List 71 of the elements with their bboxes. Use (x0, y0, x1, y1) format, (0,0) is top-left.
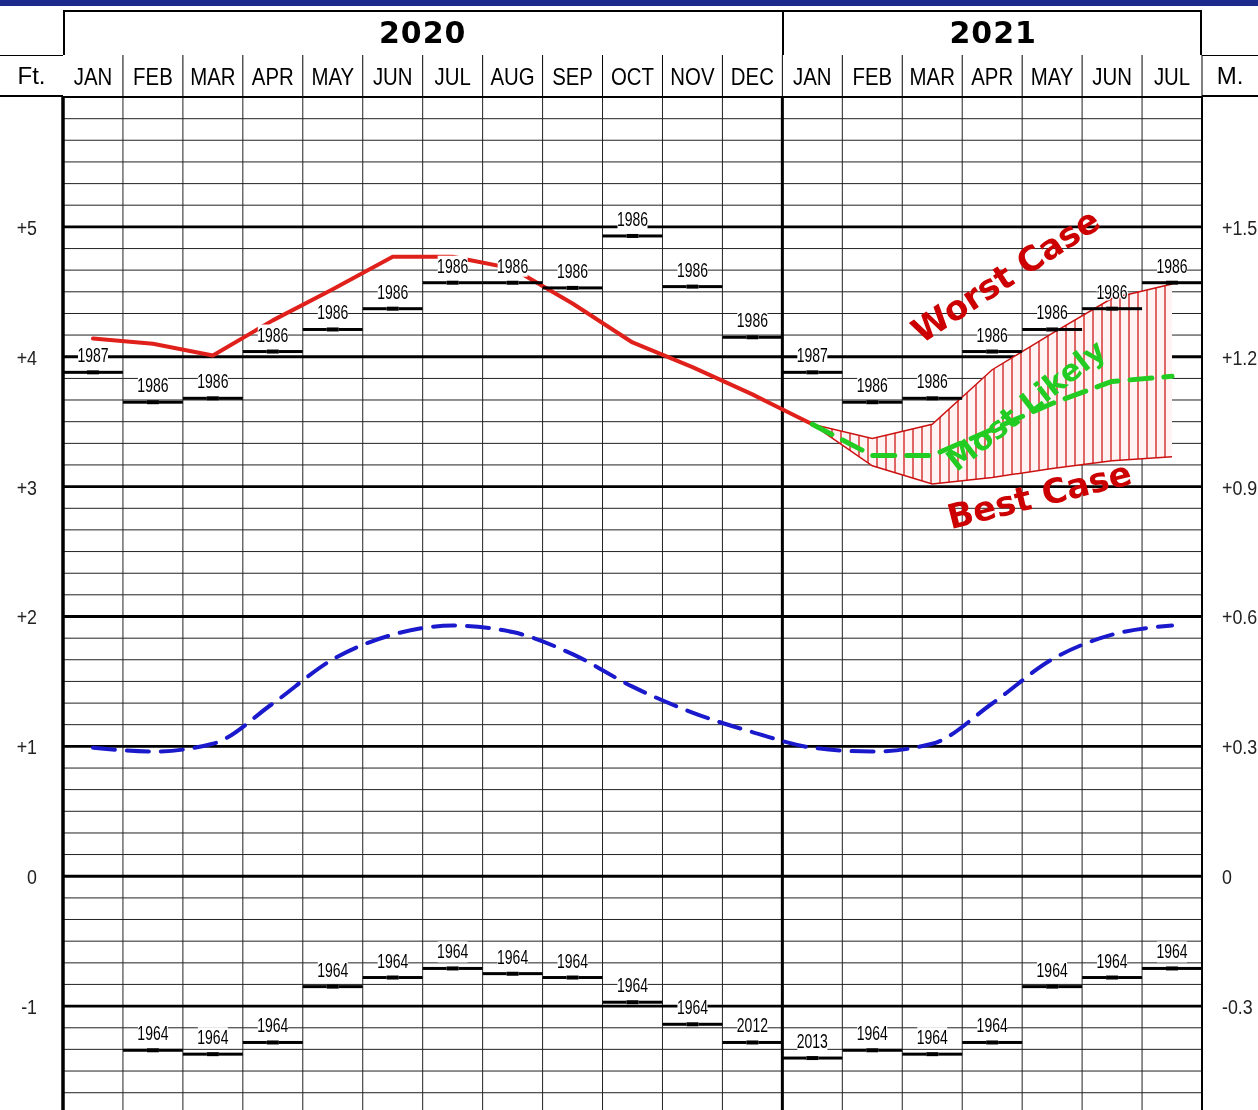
annotation: 1987 (77, 343, 109, 367)
x-tick-label: JAN (793, 63, 832, 91)
annotation: 1986 (916, 369, 948, 393)
annotation: 1964 (137, 1021, 169, 1045)
x-tick-label: FEB (852, 63, 893, 91)
annotation: 1986 (1036, 300, 1068, 325)
x-tick-label: MAR (909, 63, 955, 91)
annotation: 1986 (317, 300, 349, 325)
annotation: 1964 (1096, 948, 1128, 973)
y-tick-label: -1 (21, 994, 37, 1019)
annotation: 1964 (1156, 939, 1188, 964)
text: 2021 (782, 10, 1202, 55)
x-tick-label: OCT (610, 63, 655, 91)
x-tick-label: MAY (311, 63, 355, 91)
y2-tick-label: 0 (1222, 864, 1233, 889)
x-tick-label: APR (971, 63, 1014, 91)
annotation: 1987 (796, 343, 828, 367)
annotation: 1964 (916, 1025, 949, 1049)
x-tick-label: JUN (372, 63, 413, 91)
x-tick-label: FEB (133, 63, 173, 91)
y2-tick-label: +1.5 (1222, 215, 1258, 240)
x-tick-label: NOV (670, 63, 715, 91)
x-tick-label: JUL (1153, 63, 1191, 91)
y2-tick-label: +0.9 (1222, 475, 1258, 499)
annotation: 2012 (736, 1013, 768, 1038)
y-tick-label: +2 (16, 605, 37, 629)
y-tick-label: +3 (16, 475, 37, 499)
x-tick-label: AUG (490, 63, 535, 91)
annotation: 1986 (137, 373, 169, 397)
x-tick-label: JUL (434, 63, 471, 91)
x-tick-label: APR (251, 63, 294, 91)
annotation: 1964 (676, 995, 709, 1019)
annotation: 1964 (976, 1013, 1009, 1038)
x-tick-label: SEP (552, 63, 593, 91)
y-tick-label: +4 (16, 345, 38, 370)
annotation: 1964 (197, 1025, 229, 1049)
y2-tick-label: +0.3 (1222, 734, 1258, 759)
annotation: 1964 (616, 973, 649, 997)
x-tick-label: JUN (1092, 63, 1132, 91)
annotation: 1986 (257, 323, 289, 347)
annotation: 1986 (377, 280, 409, 304)
annotation: 1986 (556, 259, 589, 283)
annotation: 1964 (437, 939, 469, 964)
annotation: 1986 (197, 369, 229, 393)
x-tick-label: DEC (730, 63, 774, 91)
y2-tick-label: -0.3 (1222, 994, 1253, 1019)
annotation: 1964 (1036, 958, 1069, 982)
x-tick-label: MAR (190, 63, 236, 91)
y2-tick-label: +1.2 (1222, 345, 1258, 370)
annotation: 1986 (437, 254, 469, 278)
annotation: 1986 (736, 308, 768, 332)
annotation: 2013 (796, 1029, 828, 1053)
y-tick-label: +5 (16, 215, 38, 240)
y-tick-label: +1 (16, 734, 37, 759)
y-tick-label: 0 (27, 864, 38, 889)
annotation: 1986 (616, 207, 649, 231)
annotation: 1964 (497, 945, 529, 969)
annotation: 1986 (856, 373, 888, 397)
y2-axis-title: M. (1202, 55, 1258, 97)
y-axis-title: Ft. (0, 55, 63, 97)
y2-tick-label: +0.6 (1222, 605, 1258, 629)
annotation: 1964 (856, 1021, 889, 1045)
annotation: 1964 (257, 1013, 289, 1038)
x-tick-label: JAN (73, 63, 113, 91)
annotation: 1964 (317, 958, 349, 982)
annotation: 1986 (676, 258, 709, 282)
annotation: 1964 (377, 948, 409, 973)
annotation: 1964 (556, 948, 589, 973)
text: 2020 (377, 14, 468, 52)
annotation: 1986 (1156, 254, 1188, 278)
x-tick-label: MAY (1030, 63, 1074, 91)
